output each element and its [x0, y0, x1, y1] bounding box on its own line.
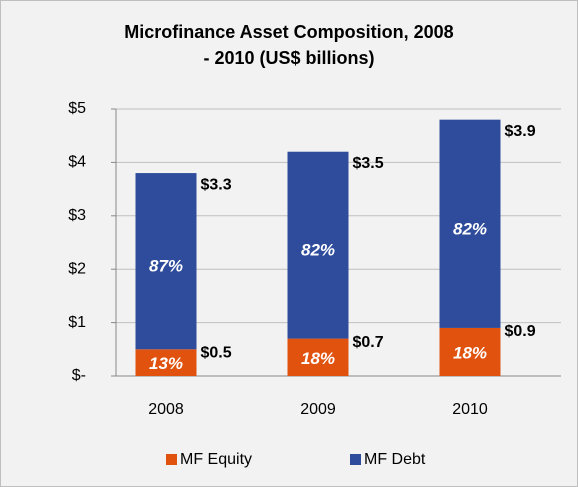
y-tick-label: $5 — [68, 100, 86, 117]
percent-label: 18% — [301, 349, 335, 368]
bar-segment — [135, 173, 197, 350]
y-tick-label: $4 — [68, 154, 86, 171]
percent-label: 82% — [301, 241, 335, 260]
legend-swatch — [166, 454, 177, 465]
bar-segment — [287, 151, 349, 339]
percent-label: 87% — [149, 257, 183, 276]
bar-segment — [439, 327, 501, 376]
value-label: $3.3 — [201, 176, 232, 193]
x-tick-label: 2010 — [452, 401, 488, 418]
percent-label: 82% — [453, 219, 487, 238]
y-tick-label: $1 — [68, 314, 86, 331]
percent-label: 13% — [149, 354, 183, 373]
legend-label: MF Equity — [180, 451, 252, 468]
bar-segment — [135, 349, 197, 376]
legend-swatch — [350, 454, 361, 465]
y-tick-label: $2 — [68, 260, 86, 277]
y-tick-label: $3 — [68, 207, 86, 224]
bar-segment — [439, 119, 501, 328]
chart-title: Microfinance Asset Composition, 2008 - 2… — [124, 22, 454, 68]
x-tick-label: 2009 — [300, 401, 336, 418]
bar-segment — [287, 338, 349, 376]
x-tick-label: 2008 — [148, 401, 184, 418]
y-tick-label: $- — [72, 367, 86, 384]
value-label: $0.5 — [201, 345, 232, 362]
legend-label: MF Debt — [364, 451, 426, 468]
value-label: $3.5 — [353, 155, 384, 172]
percent-label: 18% — [453, 343, 487, 362]
value-label: $0.9 — [505, 323, 536, 340]
value-label: $3.9 — [505, 123, 536, 140]
value-label: $0.7 — [353, 334, 384, 351]
